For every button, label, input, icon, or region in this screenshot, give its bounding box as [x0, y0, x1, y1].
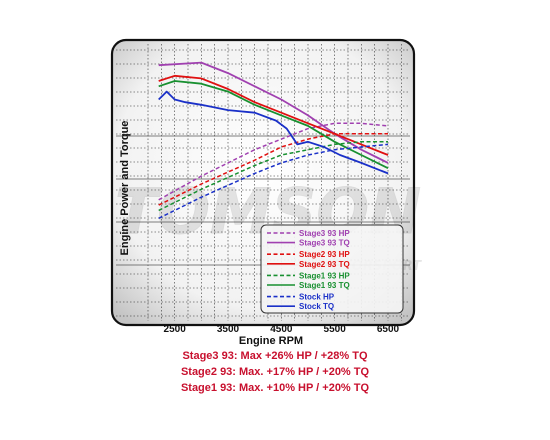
x-tick-2500: 2500: [164, 324, 187, 335]
legend-label-stage1-93-hp: Stage1 93 HP: [299, 271, 350, 280]
x-tick-4500: 4500: [270, 324, 293, 335]
x-axis-label: Engine RPM: [239, 335, 303, 347]
legend-label-stage2-93-hp: Stage2 93 HP: [299, 250, 350, 259]
summary-stage3: Stage3 93: Max +26% HP / +28% TQ: [182, 350, 368, 362]
legend-label-stage3-93-hp: Stage3 93 HP: [299, 229, 350, 238]
series-stage2-93-hp: [158, 133, 388, 206]
legend-label-stage3-93-tq: Stage3 93 TQ: [299, 239, 350, 248]
summary-stage1: Stage1 93: Max. +10% HP / +20% TQ: [180, 382, 370, 394]
series-group: [158, 61, 389, 219]
x-axis-ticks: 2500 3500 4500 5500 6500: [164, 324, 400, 335]
legend-label-stage1-93-tq: Stage1 93 TQ: [299, 281, 350, 290]
series-stage3-93-tq: [158, 61, 389, 164]
series-stage3-93-hp: [158, 122, 389, 201]
series-stock-tq: [158, 90, 389, 175]
summary-stage2: Stage2 93: Max. +17% HP / +20% TQ: [180, 366, 370, 378]
legend-label-stage2-93-tq: Stage2 93 TQ: [299, 260, 350, 269]
summary: Stage3 93: Max +26% HP / +28% TQ Stage2 …: [0, 348, 550, 396]
legend-box: [260, 224, 404, 314]
x-tick-6500: 6500: [377, 324, 400, 335]
series-stage1-93-hp: [158, 141, 388, 212]
x-tick-3500: 3500: [217, 324, 240, 335]
y-axis-label: Engine Power and Torque: [119, 121, 131, 256]
legend-label-stock-hp: Stock HP: [299, 293, 335, 302]
series-stock-hp: [158, 143, 389, 219]
x-tick-5500: 5500: [324, 324, 347, 335]
series-stage2-93-tq: [158, 74, 389, 156]
legend-label-stock-tq: Stock TQ: [299, 302, 334, 311]
